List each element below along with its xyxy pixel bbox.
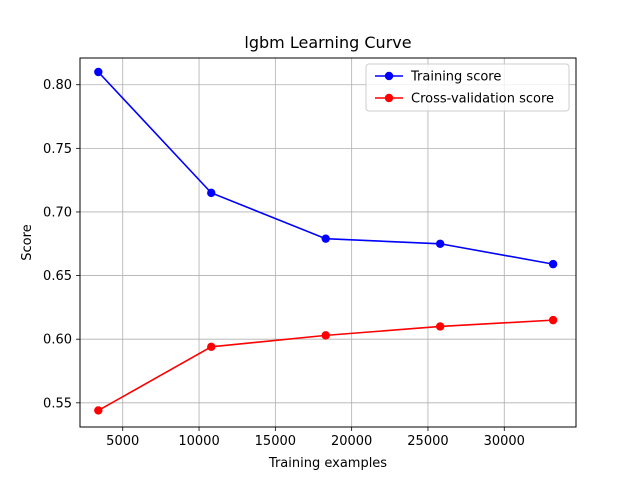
series-0-point [94, 67, 103, 77]
x-tick-label: 5000 [106, 434, 139, 449]
x-tick-label: 30000 [484, 434, 525, 449]
y-tick-label: 0.60 [43, 333, 72, 348]
chart-title: lgbm Learning Curve [244, 33, 411, 52]
plot-frame [79, 57, 577, 428]
series-layer [94, 67, 558, 415]
y-tick-label: 0.55 [43, 396, 72, 411]
legend-label-0: Training score [410, 70, 501, 85]
ticks: 5000 10000 15000 20000 25000 30000 0.55 0.60 0.6… [43, 78, 525, 449]
legend-marker-1 [384, 93, 394, 103]
series-1-point [548, 315, 558, 325]
series-0-point [435, 239, 445, 248]
series-0-point [548, 259, 558, 269]
series-1-point [94, 406, 103, 415]
legend: Training score Cross-validation score [365, 63, 570, 112]
series-1-point [207, 342, 216, 352]
legend-box [365, 63, 570, 112]
x-axis-label: Training examples [268, 456, 387, 471]
legend-label-1: Cross-validation score [411, 92, 554, 107]
series-1-point [321, 331, 330, 340]
x-tick-label: 15000 [255, 434, 296, 449]
x-tick-label: 25000 [407, 434, 448, 449]
grid [80, 58, 576, 427]
y-axis-label: Score [20, 224, 35, 260]
y-tick-label: 0.70 [43, 205, 72, 220]
legend-marker-0 [384, 71, 394, 81]
y-tick-label: 0.80 [43, 78, 72, 93]
x-tick-label: 20000 [331, 434, 372, 449]
series-0-point [321, 234, 330, 243]
y-tick-label: 0.75 [43, 142, 72, 157]
series-0-point [207, 188, 216, 198]
x-tick-label: 10000 [178, 434, 219, 449]
series-1-point [435, 322, 445, 331]
y-tick-label: 0.65 [43, 269, 72, 284]
